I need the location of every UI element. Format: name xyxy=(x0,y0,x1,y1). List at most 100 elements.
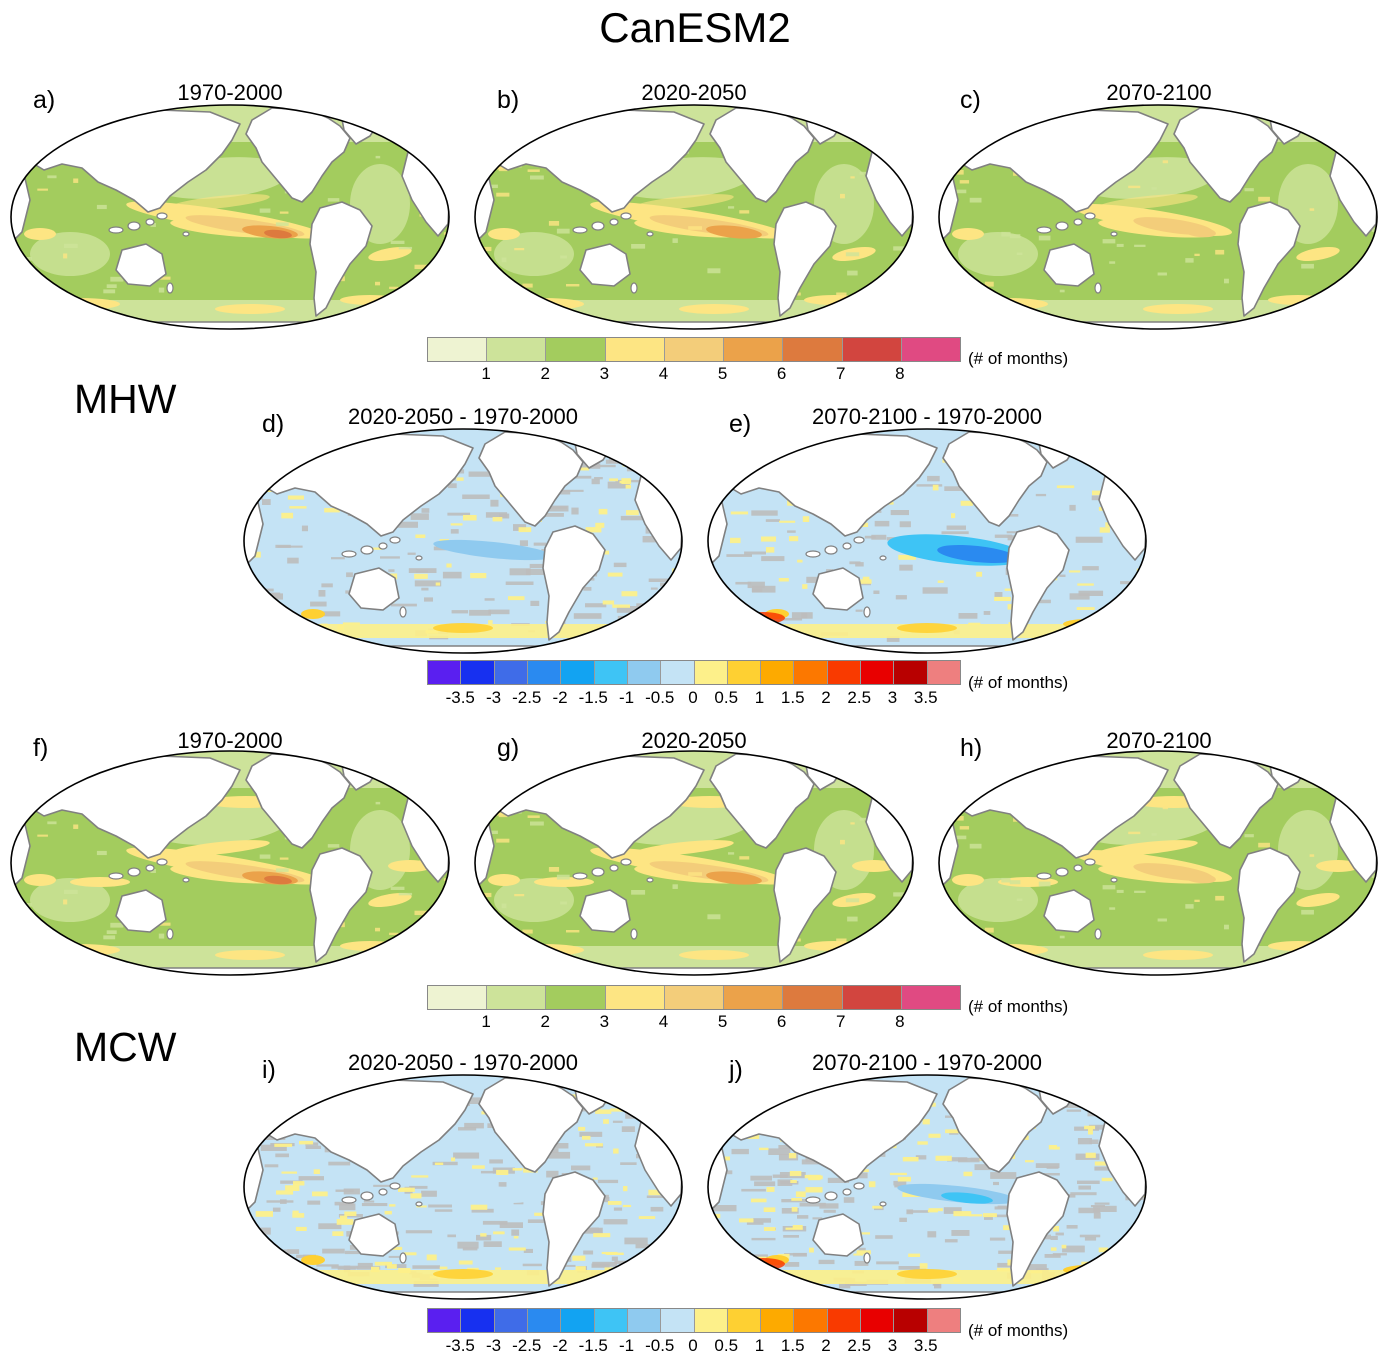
colorbar-swatch xyxy=(926,661,960,684)
colorbar-mhw-difference xyxy=(427,660,961,685)
colorbar-tick-label: 7 xyxy=(836,364,846,383)
colorbar-tick-label: 0.5 xyxy=(714,688,739,707)
colorbar-swatch xyxy=(663,986,724,1009)
colorbar-swatch xyxy=(626,661,661,684)
map-panel-a xyxy=(10,104,450,330)
colorbar-mcw-absolute-unit: (# of months) xyxy=(968,997,1069,1016)
colorbar-swatch xyxy=(782,338,842,361)
colorbar-mhw-absolute-ticks: 1 2 3 4 5 6 7 8 xyxy=(427,364,959,384)
panel-e-letter: e) xyxy=(729,410,752,438)
colorbar-tick-label: 8 xyxy=(895,1012,905,1031)
colorbar-tick-label: 0 xyxy=(688,1336,698,1355)
colorbar-tick-label: 2.5 xyxy=(847,1336,872,1355)
panel-g-title: 2020-2050 xyxy=(641,728,747,753)
panel-h-title: 2070-2100 xyxy=(1106,728,1212,753)
colorbar-tick-label: -3.5 xyxy=(445,1336,475,1355)
colorbar-swatch xyxy=(660,661,694,684)
colorbar-swatch xyxy=(723,338,783,361)
colorbar-tick-label: 4 xyxy=(658,1012,669,1031)
colorbar-tick-label: -1.5 xyxy=(578,1336,608,1355)
colorbar-swatch xyxy=(900,986,960,1009)
colorbar-swatch xyxy=(860,661,894,684)
map-panel-e xyxy=(707,428,1147,654)
colorbar-tick-label: -0.5 xyxy=(645,688,675,707)
colorbar-swatch xyxy=(841,338,901,361)
colorbar-swatch xyxy=(526,1309,561,1332)
colorbar-swatch xyxy=(826,1309,861,1332)
map-panel-g xyxy=(474,750,914,976)
map-panel-f xyxy=(10,750,450,976)
panel-d-letter: d) xyxy=(262,410,285,438)
colorbar-tick-label: -1 xyxy=(618,688,635,707)
panel-h-letter: h) xyxy=(960,734,983,762)
colorbar-tick-label: -2.5 xyxy=(512,1336,542,1355)
colorbar-swatch xyxy=(726,661,761,684)
colorbar-swatch xyxy=(793,661,827,684)
colorbar-swatch xyxy=(560,1309,594,1332)
colorbar-swatch xyxy=(428,1309,461,1332)
colorbar-tick-label: 1 xyxy=(481,364,491,383)
colorbar-swatch xyxy=(723,986,783,1009)
colorbar-tick-label: 1 xyxy=(754,688,765,707)
colorbar-swatch xyxy=(460,1309,494,1332)
colorbar-tick-label: 1.5 xyxy=(780,1336,805,1355)
colorbar-tick-label: 2 xyxy=(540,1012,550,1031)
colorbar-swatch xyxy=(760,1309,794,1332)
colorbar-swatch xyxy=(604,986,664,1009)
colorbar-mhw-absolute-unit: (# of months) xyxy=(968,349,1069,368)
colorbar-swatch xyxy=(428,986,487,1009)
colorbar-tick-label: 6 xyxy=(776,1012,787,1031)
colorbar-tick-label: 2 xyxy=(540,364,550,383)
colorbar-tick-label: 2.5 xyxy=(847,688,872,707)
panel-a-title: 1970-2000 xyxy=(177,80,283,105)
panel-e-title: 2070-2100 - 1970-2000 xyxy=(812,404,1042,429)
map-panel-i xyxy=(243,1074,683,1300)
colorbar-swatch xyxy=(428,338,487,361)
colorbar-swatch xyxy=(604,338,664,361)
colorbar-tick-label: 1 xyxy=(754,1336,765,1355)
colorbar-swatch xyxy=(900,338,960,361)
colorbar-swatch xyxy=(893,1309,927,1332)
map-panel-b xyxy=(474,104,914,330)
colorbar-tick-label: -1 xyxy=(618,1336,635,1355)
colorbar-swatch xyxy=(760,661,794,684)
colorbar-tick-label: 1 xyxy=(481,1012,491,1031)
panel-j-title: 2070-2100 - 1970-2000 xyxy=(812,1050,1042,1075)
figure-title: CanESM2 xyxy=(599,4,791,51)
colorbar-tick-label: 3 xyxy=(599,364,610,383)
panel-j-letter: j) xyxy=(729,1056,743,1084)
panel-b-title: 2020-2050 xyxy=(641,80,747,105)
colorbar-swatch xyxy=(593,661,627,684)
colorbar-swatch xyxy=(626,1309,661,1332)
colorbar-mcw-absolute xyxy=(427,985,961,1010)
colorbar-tick-label: 3 xyxy=(887,1336,898,1355)
panel-i-title: 2020-2050 - 1970-2000 xyxy=(348,1050,578,1075)
colorbar-tick-label: 3.5 xyxy=(913,1336,938,1355)
colorbar-swatch xyxy=(486,338,546,361)
panel-c-letter: c) xyxy=(960,86,981,114)
panel-g-letter: g) xyxy=(497,734,520,762)
colorbar-swatch xyxy=(526,661,561,684)
map-panel-j xyxy=(707,1074,1147,1300)
colorbar-swatch xyxy=(545,338,605,361)
colorbar-swatch xyxy=(826,661,861,684)
colorbar-tick-label: -3.5 xyxy=(445,688,475,707)
colorbar-tick-label: 3.5 xyxy=(913,688,938,707)
panel-f-title: 1970-2000 xyxy=(177,728,283,753)
panel-f-letter: f) xyxy=(33,734,49,762)
colorbar-tick-label: 4 xyxy=(658,364,669,383)
colorbar-mhw-difference-unit: (# of months) xyxy=(968,673,1069,692)
colorbar-tick-label: 0 xyxy=(688,688,698,707)
colorbar-swatch xyxy=(726,1309,761,1332)
colorbar-tick-label: 5 xyxy=(717,1012,728,1031)
colorbar-tick-label: -2 xyxy=(552,1336,568,1355)
section-label-mhw: MHW xyxy=(74,376,177,422)
map-panel-d xyxy=(243,428,683,654)
colorbar-swatch xyxy=(782,986,842,1009)
colorbar-tick-label: 5 xyxy=(717,364,728,383)
colorbar-mcw-difference xyxy=(427,1308,961,1333)
colorbar-swatch xyxy=(841,986,901,1009)
colorbar-swatch xyxy=(860,1309,894,1332)
colorbar-tick-label: 2 xyxy=(821,1336,831,1355)
colorbar-swatch xyxy=(560,661,594,684)
